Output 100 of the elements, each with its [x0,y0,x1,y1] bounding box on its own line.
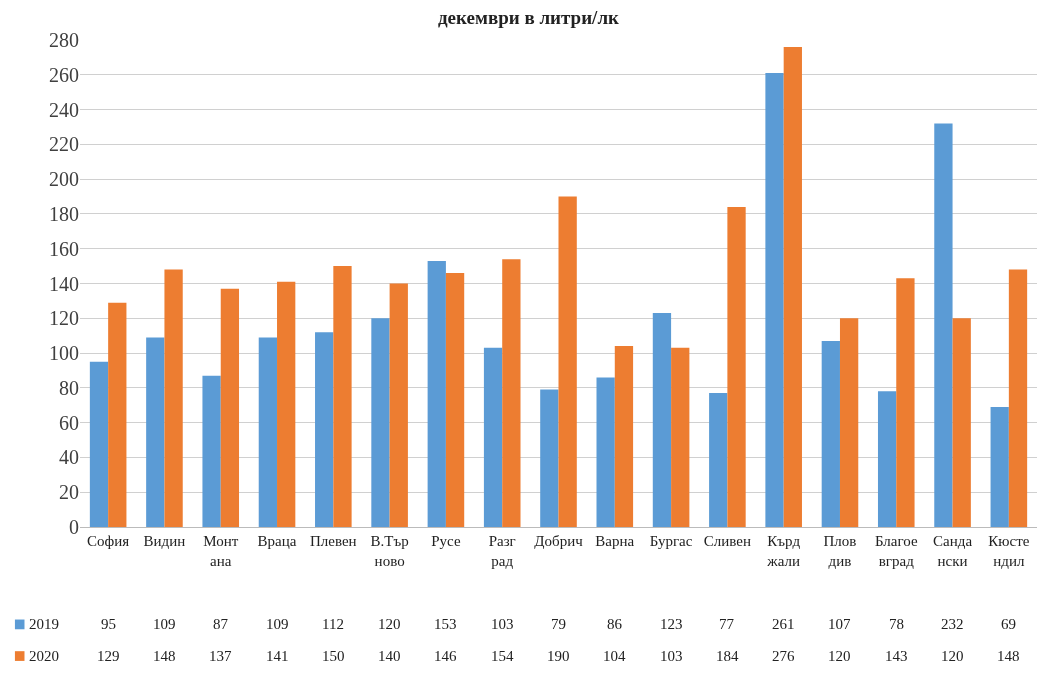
x-tick-label: Враца [257,533,297,549]
x-tick-label: Кърджали [766,533,801,569]
data-label: 154 [491,648,514,664]
bar [1008,269,1028,527]
x-tick-label: Плевен [309,533,357,549]
x-tick-label: Добрич [534,533,584,549]
y-tick-label: 120 [49,307,79,330]
bar [108,302,127,527]
x-tick-label: Благоевград [874,533,918,569]
data-label: 148 [997,648,1020,664]
bar [371,318,390,527]
data-label: 103 [660,648,683,664]
bar [89,361,109,527]
bar [502,259,521,527]
bar [783,46,802,527]
bar [258,337,278,527]
x-tick-label: Пловдив [823,533,857,569]
data-label: 95 [101,616,116,632]
bar [427,260,446,527]
data-label: 109 [266,616,289,632]
data-label: 190 [547,648,570,664]
y-tick-label: 20 [59,481,79,504]
bar [934,123,953,527]
x-tick-label: Кюстендил [988,533,1030,569]
bar [727,206,746,527]
y-tick-label: 100 [49,342,79,365]
bar [877,391,897,527]
y-tick-label: 280 [49,29,79,51]
bar [389,283,408,527]
data-label: 150 [322,648,345,664]
bar [839,318,859,527]
x-tick-label: Бургас [649,533,693,549]
data-label: 120 [828,648,851,664]
data-label: 120 [378,616,401,632]
bar [146,337,165,527]
bar [765,73,784,527]
bar [614,346,634,527]
data-label: 104 [603,648,626,664]
data-label: 109 [153,616,176,632]
bar [990,406,1009,527]
x-tick-label: Варна [595,533,635,549]
data-label: 146 [434,648,457,664]
data-label: 103 [491,616,514,632]
data-label: 140 [378,648,401,664]
bar [652,313,672,527]
bar [558,196,577,527]
y-tick-label: 260 [49,63,79,86]
y-tick-label: 0 [69,516,79,538]
bar [540,389,559,527]
bar [483,347,503,527]
bar [220,288,240,527]
bar [315,332,334,527]
data-label: 232 [941,616,964,632]
x-tick-label: Видин [143,533,186,549]
data-label: 123 [660,616,683,632]
bar [671,347,690,527]
legend-label: 2020 [29,648,59,664]
data-label: 129 [97,648,120,664]
x-tick-label: В.Търново [370,533,409,569]
y-tick-label: 140 [49,272,79,295]
y-tick-label: 80 [59,376,79,399]
data-label: 184 [716,648,739,664]
y-tick-label: 160 [49,237,79,260]
bar [202,375,221,527]
x-tick-label: Сандански [933,533,973,569]
y-tick-label: 40 [59,446,79,469]
bar [333,266,352,527]
data-label: 86 [607,616,623,632]
bar [277,281,296,527]
data-label: 87 [213,616,229,632]
y-tick-label: 180 [49,202,79,225]
x-tick-label: София [87,533,130,549]
data-label: 78 [889,616,904,632]
data-label: 148 [153,648,176,664]
data-label: 141 [266,648,289,664]
data-label: 112 [322,616,344,632]
x-tick-label: Русе [431,533,461,549]
x-tick-label: Монтана [203,533,239,569]
y-tick-label: 240 [49,98,79,121]
data-label: 276 [772,648,795,664]
x-tick-label: Сливен [703,533,751,549]
bar [821,340,840,527]
y-tick-label: 220 [49,133,79,156]
data-label: 261 [772,616,795,632]
data-label: 69 [1001,616,1016,632]
data-label: 153 [434,616,457,632]
y-tick-label: 200 [49,168,79,191]
data-label: 77 [719,616,735,632]
bar [709,393,728,527]
bar [896,278,915,527]
legend-label: 2019 [29,616,59,632]
chart-title: декември в литри/лк [437,6,620,28]
bar [445,273,465,527]
bar [164,269,183,527]
y-tick-label: 60 [59,411,79,434]
data-label: 79 [551,616,566,632]
data-label: 137 [209,648,232,664]
data-label: 120 [941,648,964,664]
data-label: 143 [885,648,908,664]
x-tick-label: Разград [488,533,516,569]
